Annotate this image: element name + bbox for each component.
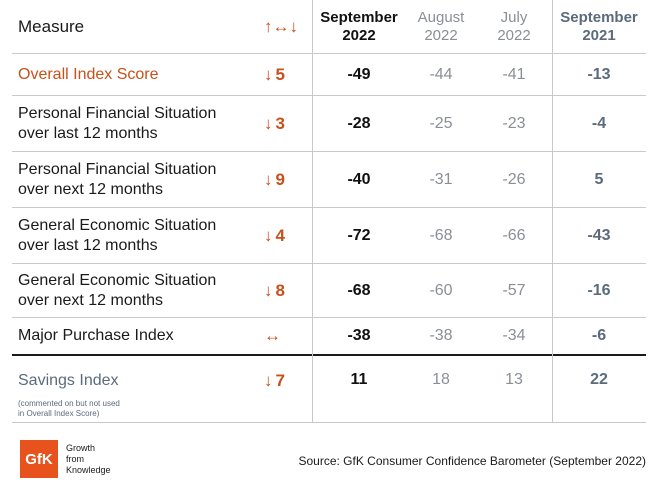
row-value-sep-2021: 22 <box>590 371 608 388</box>
row-value-sep-2022: -68 <box>347 281 371 299</box>
table-row: General Economic Situation over last 12 … <box>12 208 646 264</box>
row-value-sep-2021: -6 <box>591 327 607 344</box>
row-value-aug-2022: -68 <box>429 226 453 244</box>
row-measure: General Economic Situation over next 12 … <box>18 271 217 309</box>
row-measure: Overall Index Score <box>18 65 159 83</box>
row-value-jul-2022: -23 <box>502 114 526 132</box>
row-change: ↓ 8 <box>264 280 285 300</box>
row-change: ↓ 9 <box>264 169 285 189</box>
row-measure: Savings Index (commented on but not used… <box>18 372 120 418</box>
table-row: General Economic Situation over next 12 … <box>12 264 646 318</box>
table-row: Savings Index (commented on but not used… <box>12 357 646 423</box>
down-arrow-icon: ↓ <box>264 280 273 300</box>
row-value-aug-2022: -38 <box>429 327 453 344</box>
row-value-aug-2022: -44 <box>429 65 453 83</box>
row-value-sep-2021: -16 <box>587 281 611 299</box>
source-note: Source: GfK Consumer Confidence Baromete… <box>298 454 646 468</box>
column-divider <box>312 0 313 423</box>
table-row: Personal Financial Situation over next 1… <box>12 152 646 208</box>
row-value-sep-2021: 5 <box>594 170 604 188</box>
gfk-logo: GfK <box>20 440 58 478</box>
down-arrow-icon: ↓ <box>264 64 273 84</box>
row-value-jul-2022: -34 <box>502 327 526 344</box>
row-change: ↓ 3 <box>264 113 285 133</box>
row-value-sep-2022: 11 <box>350 371 368 388</box>
column-divider <box>552 0 553 423</box>
row-value-sep-2022: -40 <box>347 170 371 188</box>
row-measure: General Economic Situation over last 12 … <box>18 216 217 254</box>
row-value-sep-2022: -72 <box>347 226 371 244</box>
header-measure: Measure <box>18 16 85 36</box>
header-aug-2022: August 2022 <box>417 8 465 44</box>
row-value-aug-2022: -31 <box>429 170 453 188</box>
down-arrow-icon: ↓ <box>264 225 273 245</box>
down-arrow-icon: ↓ <box>264 169 273 189</box>
row-value-sep-2022: -38 <box>347 327 371 344</box>
row-value-sep-2022: -28 <box>347 114 371 132</box>
table-row: Personal Financial Situation over last 1… <box>12 96 646 152</box>
row-change: ↓ 4 <box>264 225 285 245</box>
row-value-aug-2022: 18 <box>432 371 450 388</box>
row-value-sep-2021: -4 <box>591 114 607 132</box>
row-value-sep-2021: -13 <box>587 65 611 83</box>
row-value-jul-2022: -41 <box>502 65 526 83</box>
header-sep-2022: September 2022 <box>320 8 398 44</box>
table-row: Major Purchase Index ↔ -38 -38 -34 -6 <box>12 318 646 356</box>
header-change-arrows: ↑↔↓ <box>264 16 298 36</box>
left-right-arrow-icon: ↔ <box>264 326 281 345</box>
row-measure: Personal Financial Situation over next 1… <box>18 160 217 198</box>
footer: GfK Growth from Knowledge Source: GfK Co… <box>20 440 646 480</box>
savings-note: (commented on but not used in Overall In… <box>18 399 120 418</box>
table-header: Measure ↑↔↓ September 2022 August 2022 J… <box>12 0 646 54</box>
down-arrow-icon: ↓ <box>264 113 273 133</box>
row-value-jul-2022: -57 <box>502 281 526 299</box>
row-value-sep-2021: -43 <box>587 226 611 244</box>
row-value-jul-2022: -26 <box>502 170 526 188</box>
table-row: Overall Index Score ↓ 5 -49 -44 -41 -13 <box>12 54 646 96</box>
row-value-aug-2022: -25 <box>429 114 453 132</box>
down-arrow-icon: ↓ <box>264 371 273 390</box>
row-change: ↓ 7 <box>264 371 285 390</box>
header-sep-2021: September 2021 <box>560 8 638 44</box>
logo-tagline: Growth from Knowledge <box>66 443 111 475</box>
row-value-sep-2022: -49 <box>347 65 371 83</box>
row-value-jul-2022: 13 <box>505 371 523 388</box>
row-value-aug-2022: -60 <box>429 281 453 299</box>
row-measure: Personal Financial Situation over last 1… <box>18 104 217 142</box>
row-value-jul-2022: -66 <box>502 226 526 244</box>
row-change: ↔ <box>264 318 310 354</box>
row-change: ↓ 5 <box>264 64 285 84</box>
row-measure: Major Purchase Index <box>18 327 174 344</box>
header-jul-2022: July 2022 <box>497 8 531 44</box>
